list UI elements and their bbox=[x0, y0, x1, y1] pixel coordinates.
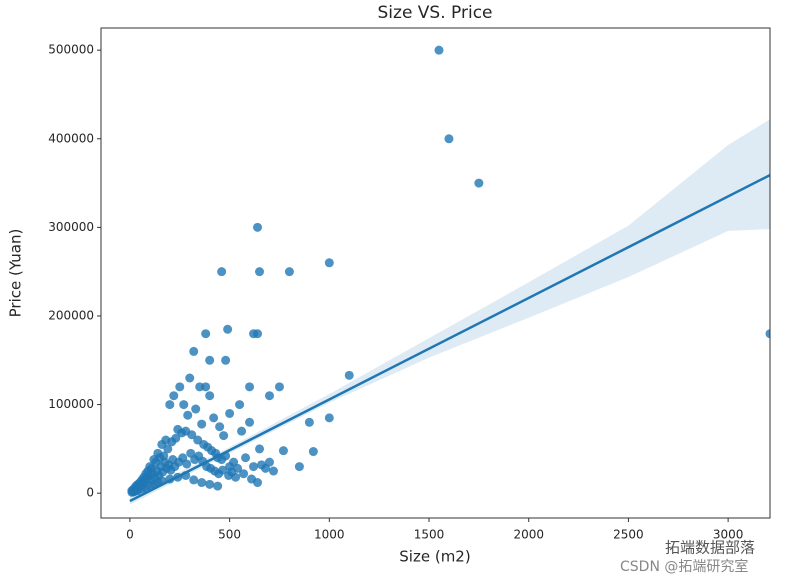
point bbox=[223, 324, 233, 334]
confidence-band bbox=[129, 119, 770, 505]
point bbox=[324, 258, 334, 268]
plot-frame bbox=[100, 27, 771, 519]
x-tick-label: 1500 bbox=[414, 528, 445, 542]
point bbox=[169, 391, 179, 401]
y-axis-label: Price (Yuan) bbox=[7, 229, 25, 318]
x-tick-label: 0 bbox=[126, 528, 134, 542]
x-tick-label: 3000 bbox=[713, 528, 744, 542]
point bbox=[235, 400, 245, 410]
x-tick-label: 500 bbox=[218, 528, 241, 542]
x-tick-label: 1000 bbox=[314, 528, 345, 542]
point bbox=[209, 413, 219, 423]
point bbox=[245, 417, 255, 427]
point bbox=[278, 446, 288, 456]
y-tick-label: 0 bbox=[86, 486, 94, 500]
point bbox=[274, 382, 284, 392]
point bbox=[221, 355, 231, 365]
chart-title: Size VS. Price bbox=[378, 3, 493, 23]
point bbox=[213, 481, 223, 491]
point bbox=[197, 419, 207, 429]
point bbox=[253, 222, 263, 232]
point bbox=[324, 413, 334, 423]
point bbox=[241, 453, 251, 463]
point bbox=[444, 134, 454, 144]
y-tick-label: 100000 bbox=[48, 397, 94, 411]
x-axis-label: Size (m2) bbox=[399, 548, 470, 566]
point bbox=[434, 45, 444, 55]
x-tick-label: 2500 bbox=[613, 528, 644, 542]
point bbox=[249, 462, 259, 472]
point bbox=[308, 447, 318, 457]
point bbox=[189, 475, 199, 485]
point bbox=[187, 430, 197, 440]
point bbox=[179, 400, 189, 410]
point bbox=[261, 463, 271, 473]
point bbox=[765, 329, 770, 339]
y-tick-label: 400000 bbox=[48, 131, 94, 145]
point bbox=[268, 466, 278, 476]
point bbox=[239, 469, 249, 479]
regression-line bbox=[129, 173, 770, 503]
point bbox=[284, 267, 294, 277]
point bbox=[201, 329, 211, 339]
point bbox=[163, 444, 173, 454]
point bbox=[191, 404, 201, 414]
point bbox=[253, 478, 263, 488]
point bbox=[474, 178, 484, 188]
watermark: CSDN @拓端研究室 bbox=[620, 558, 748, 575]
point bbox=[197, 478, 207, 488]
point bbox=[185, 373, 195, 383]
point bbox=[237, 426, 247, 436]
point bbox=[304, 417, 314, 427]
point bbox=[255, 267, 265, 277]
point bbox=[255, 444, 265, 454]
point bbox=[205, 355, 215, 365]
point bbox=[201, 382, 211, 392]
point bbox=[249, 329, 259, 339]
point bbox=[205, 479, 215, 489]
point bbox=[183, 410, 193, 420]
y-tick-label: 200000 bbox=[48, 308, 94, 322]
point bbox=[205, 391, 215, 401]
point bbox=[245, 382, 255, 392]
point bbox=[294, 462, 304, 472]
point bbox=[165, 400, 175, 410]
point bbox=[182, 459, 192, 469]
point bbox=[175, 382, 185, 392]
point bbox=[218, 465, 228, 475]
point bbox=[219, 431, 229, 441]
x-tick-label: 2000 bbox=[513, 528, 544, 542]
y-tick-label: 300000 bbox=[48, 220, 94, 234]
point bbox=[171, 433, 181, 443]
watermark: 拓端数据部落 bbox=[665, 539, 755, 557]
point bbox=[231, 472, 241, 482]
point bbox=[264, 391, 274, 401]
point bbox=[215, 422, 225, 432]
point bbox=[225, 408, 235, 418]
point bbox=[189, 346, 199, 356]
point bbox=[344, 370, 354, 380]
point bbox=[217, 267, 227, 277]
y-tick-label: 500000 bbox=[48, 43, 94, 57]
